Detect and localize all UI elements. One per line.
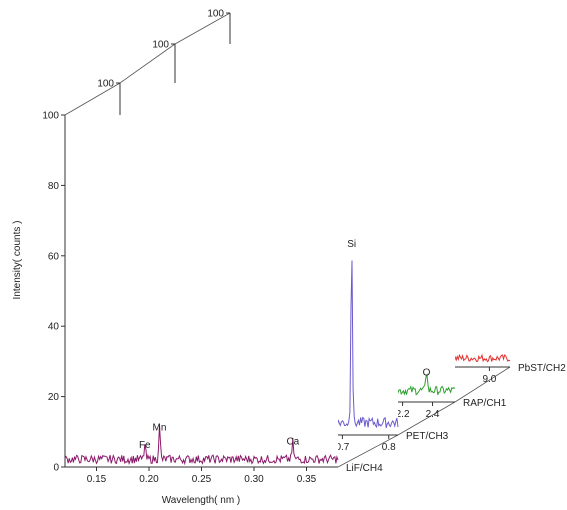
panel-0-background [65,115,338,467]
panel-2-y-tick-label: 100 [152,40,169,51]
panel-1-y-tick-label: 100 [97,79,114,90]
y-axis-label: Intensity( counts ) [12,221,23,300]
series-label: LiF/CH4 [346,463,383,474]
depth-line-top [64,12,231,116]
panel-0-x-tick-label: 0.20 [139,474,159,485]
panel-0-y-tick-label: 60 [48,251,60,262]
panel-1-x-tick-label: 0.7 [335,442,349,453]
panel-0-y-tick-label: 80 [48,181,60,192]
series-line-lif-ch4 [64,425,339,466]
panel-2-x-tick-label: 2.2 [396,409,410,420]
panel-0-x-tick-label: 0.25 [192,474,212,485]
peak-label: O [423,368,431,379]
series-label: RAP/CH1 [463,398,507,409]
series-label: PbST/CH2 [518,363,566,374]
panel-1-x-tick-label: 0.8 [382,442,396,453]
chart-labels: Intensity( counts ) Wavelength( nm ) [12,221,240,506]
peak-label: Fe [139,440,151,451]
panel-0-y-tick-label: 40 [48,322,60,333]
panel-0-y-tick-label: 0 [53,463,59,474]
series-label: PET/CH3 [406,431,449,442]
x-axis-label: Wavelength( nm ) [162,495,241,506]
panel-0-x-tick-label: 0.35 [297,474,317,485]
peak-label: Ca [286,436,299,447]
panel-0-x-tick-label: 0.30 [244,474,264,485]
panel-0-y-tick-label: 20 [48,392,60,403]
panel-walls: 204060801003.04.05.06.07.08.09.0SiSiMnOP… [42,9,566,486]
panel-3-y-tick-label: 100 [207,9,224,20]
panel-0-x-tick-label: 0.15 [87,474,107,485]
panel-3-x-tick-label: 9.0 [482,374,496,385]
peak-label: Mn [153,422,167,433]
peak-label: Si [347,239,356,250]
panel-2-x-tick-label: 2.4 [426,409,440,420]
panel-0-y-tick-label: 100 [42,111,59,122]
depth-line-right [337,366,511,468]
